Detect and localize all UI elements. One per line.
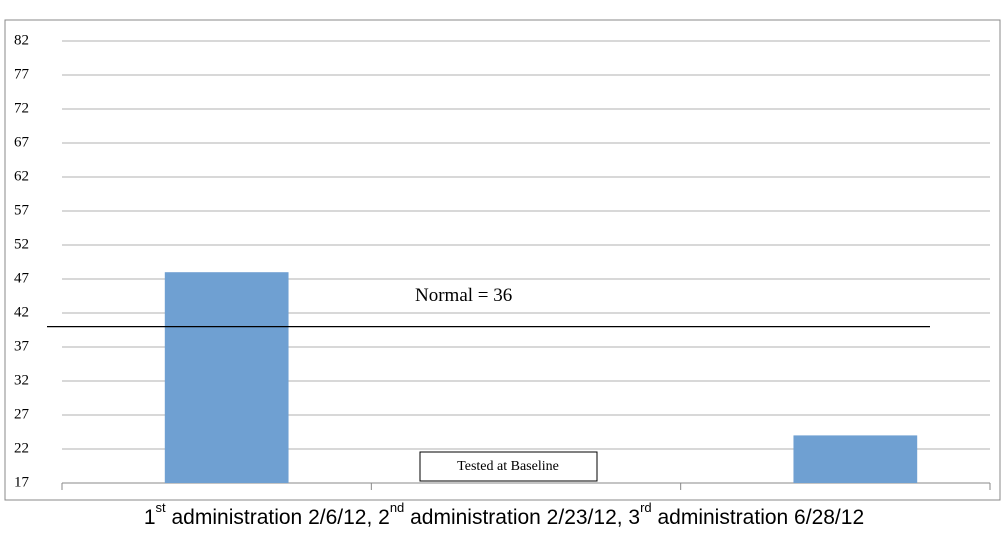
y-tick-label: 22 <box>14 440 29 456</box>
y-tick-label: 27 <box>14 406 30 422</box>
chart-border <box>4 19 1001 501</box>
y-tick-label: 17 <box>14 474 30 490</box>
x-axis-label-part: administration 2/23/12, 3 <box>404 506 640 529</box>
y-tick-label: 32 <box>14 372 29 388</box>
x-axis-label-part: rd <box>640 500 652 515</box>
bar <box>793 435 918 483</box>
y-tick-label: 42 <box>14 304 29 320</box>
y-tick-label: 62 <box>14 168 29 184</box>
y-tick-label: 52 <box>14 236 29 252</box>
x-axis-label-part: administration 2/6/12, 2 <box>166 506 390 529</box>
bar <box>164 272 289 483</box>
y-tick-label: 82 <box>14 32 29 48</box>
x-axis-label-part: st <box>156 500 167 515</box>
y-tick-label: 72 <box>14 100 29 116</box>
y-tick-label: 47 <box>14 270 30 286</box>
y-tick-label: 67 <box>14 134 30 150</box>
x-axis-label: 1st administration 2/6/12, 2nd administr… <box>144 500 864 528</box>
y-tick-label: 37 <box>14 338 30 354</box>
x-axis-label-part: 1 <box>144 506 156 529</box>
annotation-box <box>419 451 598 482</box>
annotation: Tested at Baseline <box>457 459 559 474</box>
x-axis-label-part: nd <box>390 500 404 515</box>
reference-label: Normal = 36 <box>415 285 512 306</box>
x-axis-label-part: administration 6/28/12 <box>652 506 864 529</box>
y-tick-label: 57 <box>14 202 30 218</box>
y-tick-label: 77 <box>14 66 30 82</box>
